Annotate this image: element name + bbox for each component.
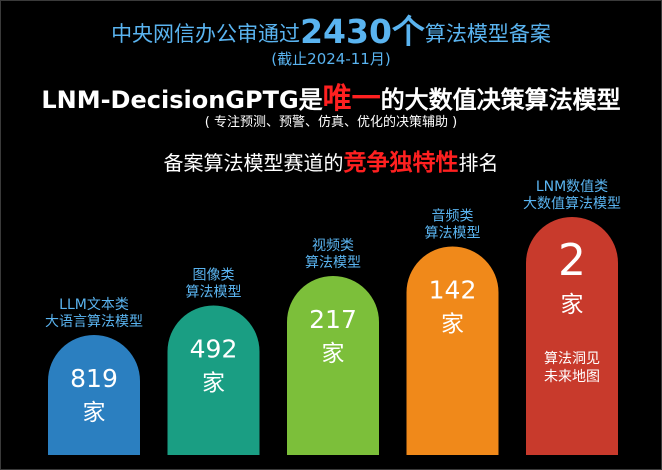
value-label-5: 2 <box>558 235 586 286</box>
category-label-1-1: LLM文本类 <box>59 297 129 313</box>
headline: LNM-DecisionGPTG是唯一的大数值决策算法模型 <box>41 81 621 115</box>
category-label-2-2: 算法模型 <box>186 285 242 301</box>
value-label-1: 819 <box>70 364 118 393</box>
value-label-3: 217 <box>309 305 357 334</box>
bar-5 <box>526 217 618 455</box>
section-title: 备案算法模型赛道的竞争独特性排名 <box>163 150 499 176</box>
value-label-4: 142 <box>429 276 477 305</box>
bar-4 <box>406 246 499 455</box>
category-label-3-1: 视频类 <box>312 238 354 254</box>
unit-label-1: 家 <box>83 400 106 426</box>
value-label-2: 492 <box>190 335 238 364</box>
main-title: 中央网信办公审通过2430个算法模型备案 <box>111 12 551 51</box>
category-label-1-2: 大语言算法模型 <box>45 314 143 330</box>
unit-label-2: 家 <box>202 371 225 397</box>
unit-label-3: 家 <box>322 341 345 367</box>
category-label-2-1: 图像类 <box>193 268 235 284</box>
main-subtitle: (截止2024-11月) <box>271 50 391 68</box>
category-label-3-2: 算法模型 <box>305 255 361 271</box>
category-label-4-1: 音频类 <box>432 208 474 225</box>
bar-3 <box>287 276 379 455</box>
unit-label-4: 家 <box>441 312 464 338</box>
category-label-4-2: 算法模型 <box>425 226 481 242</box>
category-label-5-1: LNM数值类 <box>536 179 608 195</box>
bar-1 <box>48 335 140 455</box>
unit-label-5: 家 <box>561 292 584 318</box>
bar-2 <box>167 305 260 455</box>
annotation-line-2: 未来地图 <box>544 369 600 385</box>
annotation-line-1: 算法洞见 <box>544 351 600 367</box>
headline-note: ( 专注预测、预警、仿真、优化的决策辅助 ) <box>204 115 458 130</box>
category-label-5-2: 大数值算法模型 <box>523 196 621 212</box>
